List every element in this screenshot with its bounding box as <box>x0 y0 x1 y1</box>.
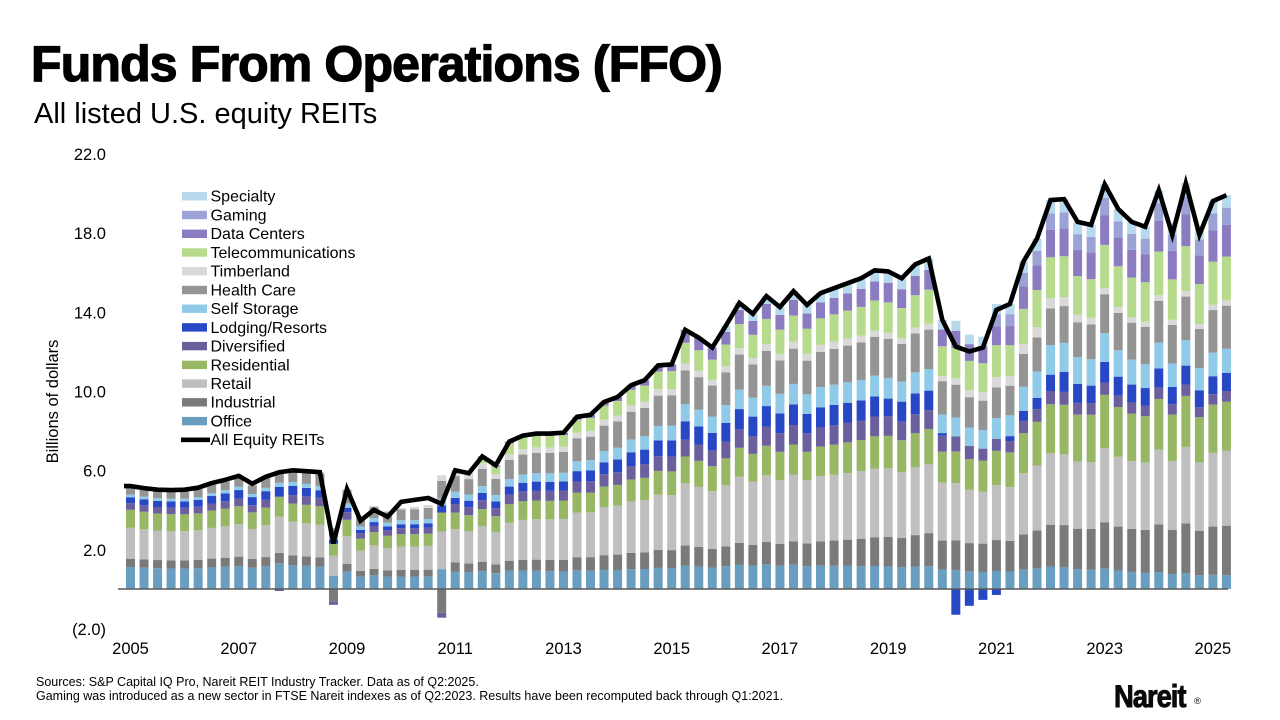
svg-text:Office: Office <box>211 414 253 431</box>
svg-text:2013: 2013 <box>545 640 582 658</box>
svg-text:22.0: 22.0 <box>74 146 106 164</box>
svg-text:2011: 2011 <box>437 640 472 658</box>
svg-text:2025: 2025 <box>1195 640 1232 658</box>
svg-text:2023: 2023 <box>1086 640 1123 658</box>
svg-text:Timberland: Timberland <box>211 264 290 281</box>
svg-text:Industrial: Industrial <box>211 395 276 412</box>
svg-text:2019: 2019 <box>870 640 907 658</box>
svg-text:Health Care: Health Care <box>211 282 296 299</box>
svg-text:Lodging/Resorts: Lodging/Resorts <box>211 320 328 337</box>
svg-text:Self Storage: Self Storage <box>211 301 299 318</box>
svg-text:2021: 2021 <box>978 640 1015 658</box>
svg-text:10.0: 10.0 <box>74 384 106 402</box>
svg-text:2.0: 2.0 <box>83 542 106 560</box>
svg-text:Billions of dollars: Billions of dollars <box>44 340 62 464</box>
svg-text:Specialty: Specialty <box>211 189 276 206</box>
svg-text:Diversified: Diversified <box>211 339 286 356</box>
svg-text:2017: 2017 <box>762 640 799 658</box>
svg-text:2015: 2015 <box>653 640 690 658</box>
svg-text:Residential: Residential <box>211 357 290 374</box>
svg-text:(2.0): (2.0) <box>72 621 106 639</box>
svg-text:6.0: 6.0 <box>83 463 106 481</box>
svg-text:Retail: Retail <box>211 376 252 393</box>
svg-text:2005: 2005 <box>112 640 149 658</box>
svg-text:Data Centers: Data Centers <box>211 226 305 243</box>
svg-text:14.0: 14.0 <box>74 304 106 322</box>
svg-text:Telecommunications: Telecommunications <box>211 245 356 262</box>
svg-text:All Equity REITs: All Equity REITs <box>211 432 325 449</box>
svg-text:18.0: 18.0 <box>74 225 106 243</box>
svg-text:2007: 2007 <box>220 640 257 658</box>
svg-text:Gaming: Gaming <box>211 207 267 224</box>
svg-text:2009: 2009 <box>329 640 366 658</box>
